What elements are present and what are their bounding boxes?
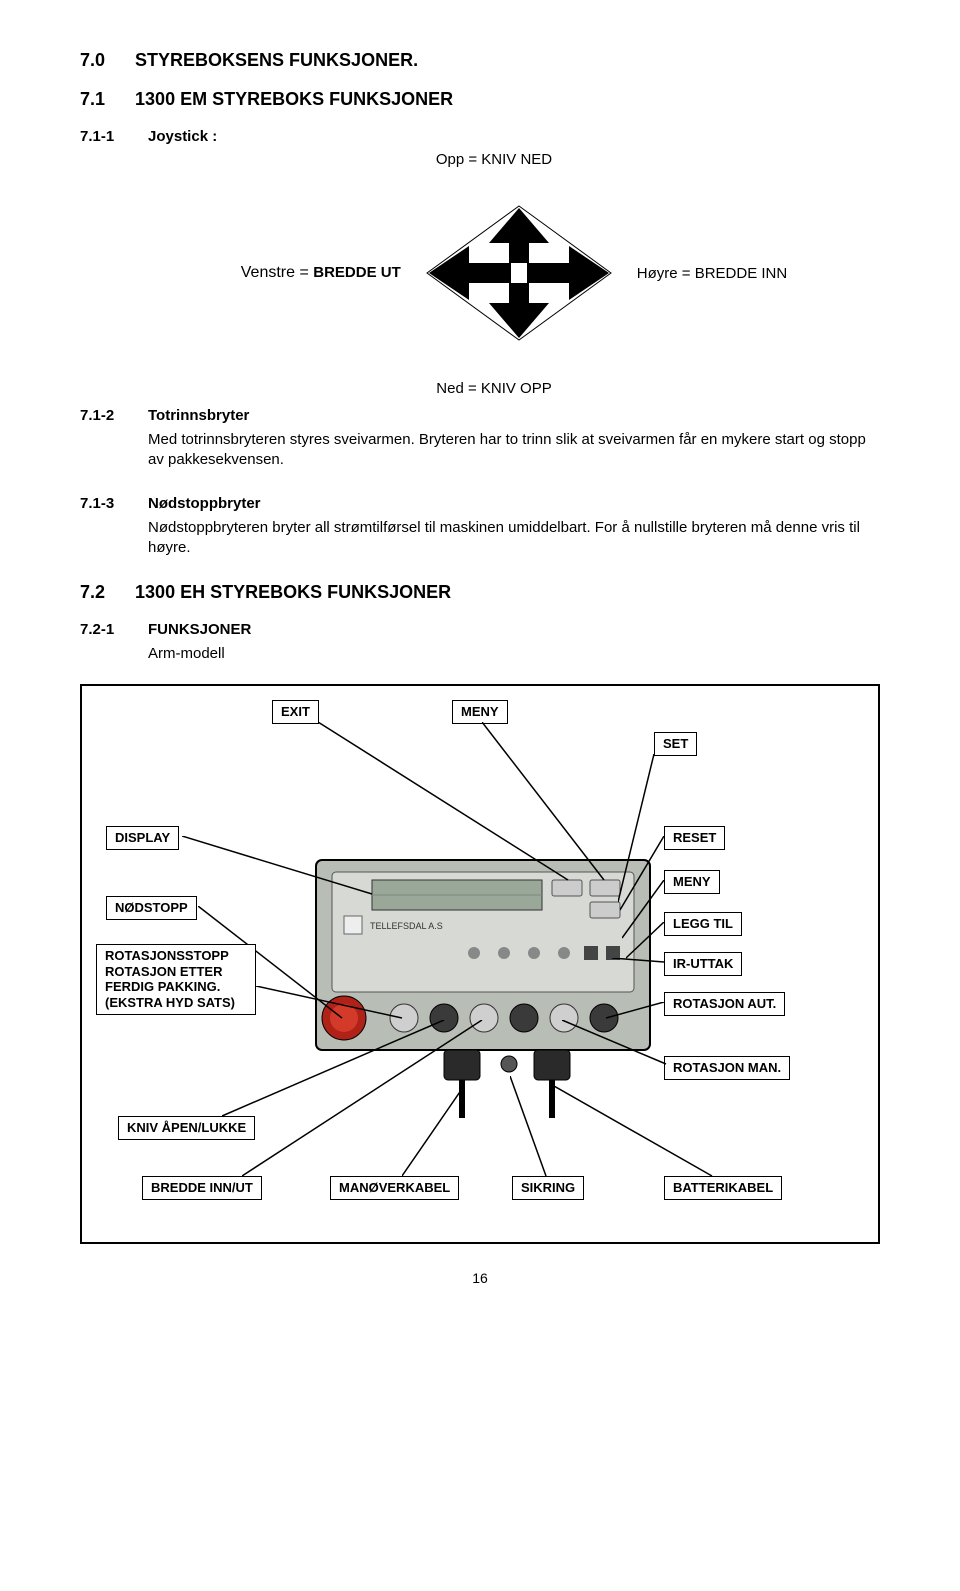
section-title: 1300 EH STYREBOKS FUNKSJONER [135, 582, 451, 603]
label-meny-top: MENY [452, 700, 508, 724]
joystick-up-label: Opp = KNIV NED [108, 151, 880, 168]
label-meny-right: MENY [664, 870, 720, 894]
pointer-rotaut [606, 1002, 666, 1022]
section-num: 7.2 [80, 582, 105, 603]
pointer-meny-top [482, 722, 612, 882]
joystick-right-label: Høyre = BREDDE INN [637, 265, 787, 282]
sub-num: 7.1-2 [80, 407, 128, 424]
sub-body: Arm-modell [148, 644, 880, 664]
pointer-leggtil [626, 922, 666, 962]
subsection-7-2-1: 7.2-1 FUNKSJONER [80, 621, 880, 638]
subsection-7-1-1: 7.1-1 Joystick : [80, 128, 880, 145]
label-sikring: SIKRING [512, 1176, 584, 1200]
label-reset: RESET [664, 826, 725, 850]
joystick-arrows-icon [419, 198, 619, 348]
section-7-2: 7.2 1300 EH STYREBOKS FUNKSJONER [80, 582, 880, 603]
sub-num: 7.2-1 [80, 621, 128, 638]
section-num: 7.1 [80, 89, 105, 110]
label-nodstopp: NØDSTOPP [106, 896, 197, 920]
section-7-1: 7.1 1300 EM STYREBOKS FUNKSJONER [80, 89, 880, 110]
joystick-left-label: Venstre = BREDDE UT [241, 264, 401, 282]
pointer-display [182, 836, 382, 896]
page-number: 16 [80, 1270, 880, 1286]
label-display: DISPLAY [106, 826, 179, 850]
sub-title: FUNKSJONER [148, 621, 251, 638]
pointer-sikring [510, 1076, 550, 1178]
label-manover: MANØVERKABEL [330, 1176, 459, 1200]
label-exit: EXIT [272, 700, 319, 724]
label-rotstopp: ROTASJONSSTOPP ROTASJON ETTER FERDIG PAK… [96, 944, 256, 1014]
sub-body: Nødstoppbryteren bryter all strømtilførs… [148, 518, 880, 559]
joystick-down-label: Ned = KNIV OPP [108, 380, 880, 397]
pointer-rotstopp [256, 986, 406, 1021]
joystick-mid-row: Venstre = BREDDE UT Høyre = BREDDE INN [148, 198, 880, 348]
pointer-rotman [562, 1020, 668, 1066]
sub-title: Nødstoppbryter [148, 495, 261, 512]
pointer-manover [402, 1086, 470, 1178]
section-7-0: 7.0 STYREBOKSENS FUNKSJONER. [80, 50, 880, 71]
subsection-7-1-3: 7.1-3 Nødstoppbryter [80, 495, 880, 512]
sub-title: Joystick : [148, 128, 217, 145]
section-title: 1300 EM STYREBOKS FUNKSJONER [135, 89, 453, 110]
label-batteri: BATTERIKABEL [664, 1176, 782, 1200]
control-box-diagram: TELLEFSDAL A.S [80, 684, 880, 1244]
label-rotman: ROTASJON MAN. [664, 1056, 790, 1080]
pointer-batteri [554, 1086, 714, 1178]
subsection-7-1-2: 7.1-2 Totrinnsbryter [80, 407, 880, 424]
sub-title: Totrinnsbryter [148, 407, 249, 424]
sub-num: 7.1-3 [80, 495, 128, 512]
joystick-diagram-block: Opp = KNIV NED Venstre = BREDDE UT Høyre… [148, 151, 880, 397]
device-brand-text: TELLEFSDAL A.S [370, 921, 443, 931]
section-num: 7.0 [80, 50, 105, 71]
sub-num: 7.1-1 [80, 128, 128, 145]
label-rotaut: ROTASJON AUT. [664, 992, 785, 1016]
label-iruttak: IR-UTTAK [664, 952, 742, 976]
section-title: STYREBOKSENS FUNKSJONER. [135, 50, 418, 71]
label-leggtil: LEGG TIL [664, 912, 742, 936]
pointer-iruttak [612, 958, 666, 968]
label-set: SET [654, 732, 697, 756]
sub-body: Med totrinnsbryteren styres sveivarmen. … [148, 430, 880, 471]
